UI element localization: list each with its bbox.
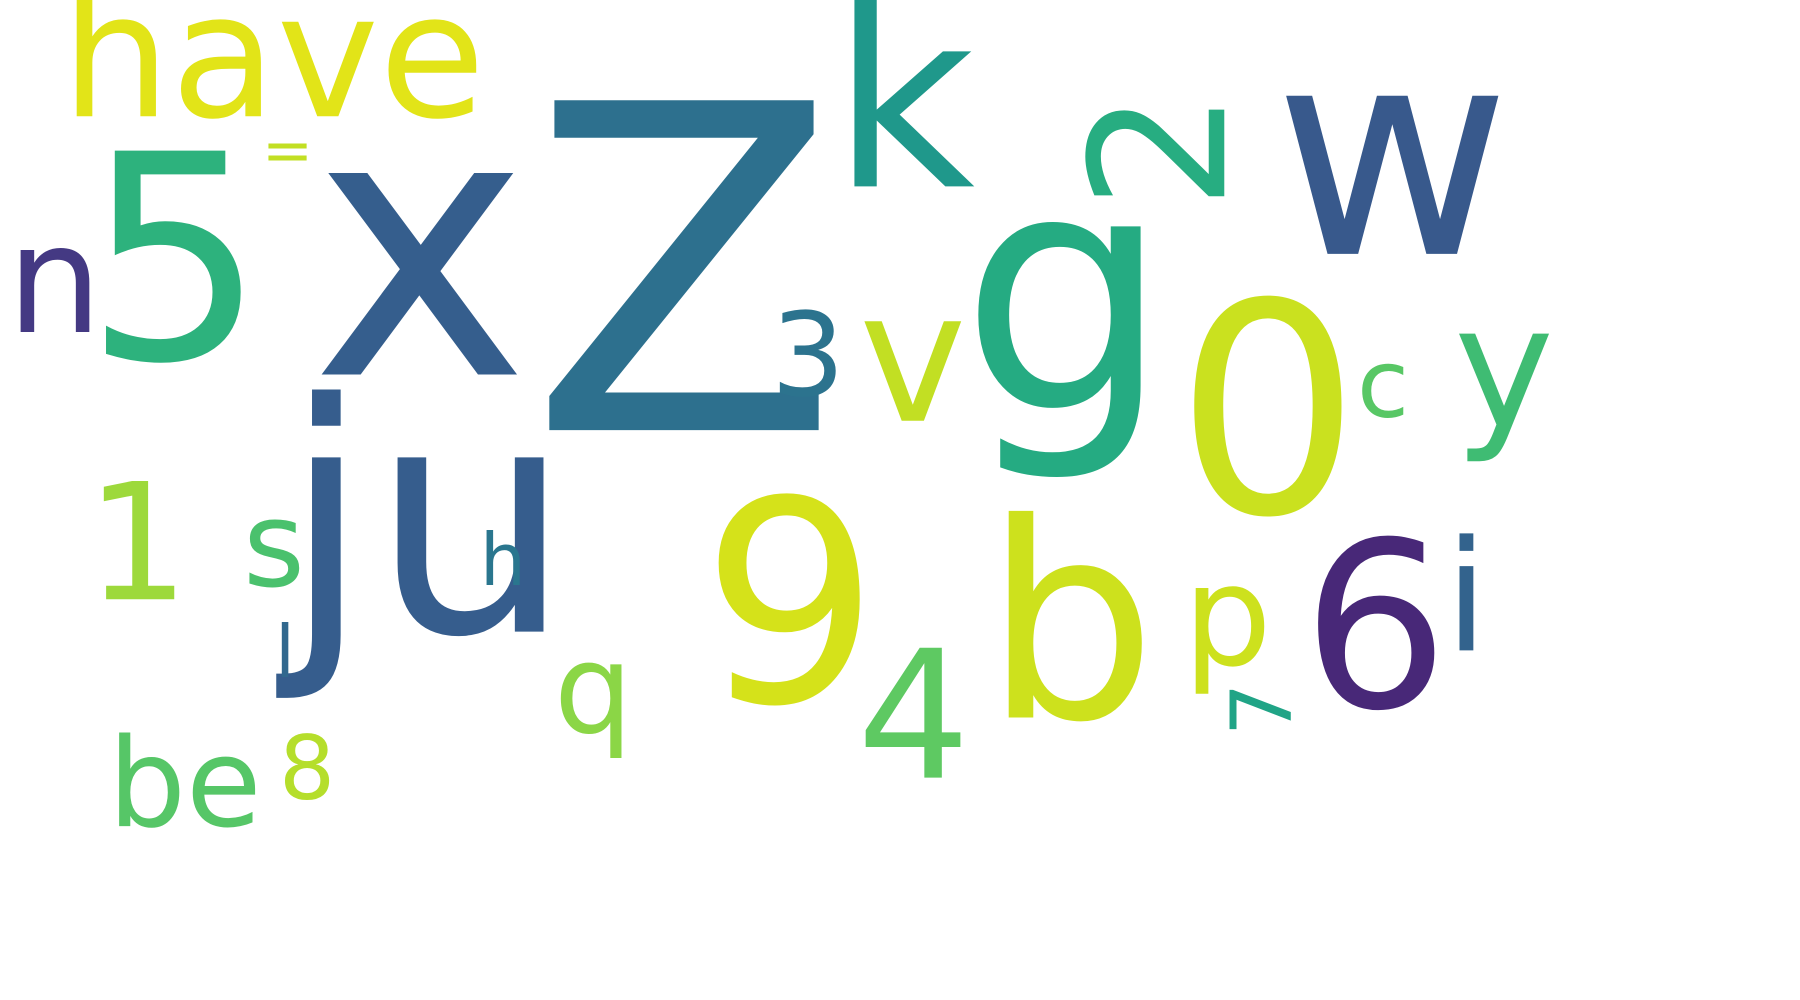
word-1: 1	[85, 447, 189, 638]
word-n: n	[6, 192, 102, 368]
word-y: y	[1453, 268, 1554, 467]
word-v: v	[859, 251, 967, 465]
word-8: 8	[278, 717, 335, 821]
word-2: 2	[1050, 90, 1270, 211]
word-g: g	[960, 99, 1172, 488]
word-ju: ju	[282, 335, 573, 708]
word-s: s	[243, 475, 306, 615]
word-9: 9	[701, 440, 880, 769]
word-have: have	[61, 0, 486, 158]
word-q: q	[553, 616, 633, 763]
word-c: c	[1357, 328, 1410, 440]
word-7: 7	[1212, 682, 1311, 736]
word-4: 4	[856, 612, 971, 821]
word-3: 3	[770, 287, 845, 424]
word-p: p	[1183, 534, 1273, 699]
word-k: k	[831, 0, 975, 246]
word-w: w	[1274, 0, 1511, 324]
word-Z: Z	[528, 8, 839, 539]
word-i: i	[1445, 506, 1488, 688]
word-eq: =	[261, 114, 313, 187]
word-x: x	[310, 31, 529, 463]
word-0: 0	[1175, 241, 1362, 583]
word-be: be	[107, 712, 262, 856]
word-l: l	[275, 609, 296, 694]
word-h: h	[480, 517, 527, 602]
word-b: b	[983, 464, 1157, 783]
word-5: 5	[84, 93, 266, 428]
word-6: 6	[1302, 492, 1449, 763]
